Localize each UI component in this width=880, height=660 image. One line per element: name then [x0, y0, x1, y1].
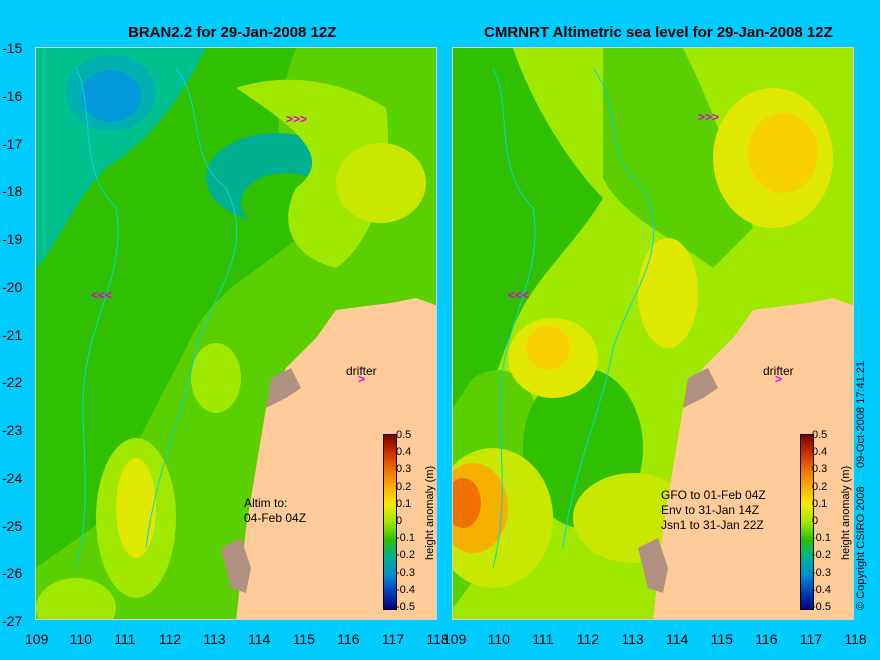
colorbar-tick-label: 0.1: [396, 497, 412, 510]
drifter-track-icon: <<<: [508, 288, 530, 302]
colorbar-title: height anomaly (m): [840, 465, 852, 560]
colorbar-tick-label: 0.4: [396, 446, 412, 459]
latitude-tick-label: -15: [2, 40, 23, 56]
colorbar-tick-label: -0.3: [396, 566, 415, 579]
colorbar-tick-label: 0.2: [396, 480, 412, 493]
drifter-arrow-icon: >: [358, 372, 366, 386]
longitude-tick-label: 110: [487, 631, 510, 647]
longitude-tick-label: 115: [292, 631, 315, 647]
colorbar-tick-label: -0.5: [812, 601, 831, 613]
left-map-field: [36, 48, 436, 619]
colorbar-tick-label: 0.4: [812, 446, 828, 459]
altimetry-note-line: Env to 31-Jan 14Z: [661, 503, 760, 517]
colorbar-tick-label: 0.3: [396, 463, 412, 476]
altimetry-note-line: Jsn1 to 31-Jan 22Z: [661, 518, 764, 532]
colorbar-tick-label: -0.5: [396, 601, 415, 613]
longitude-tick-label: 114: [248, 631, 271, 647]
latitude-tick-label: -22: [2, 374, 23, 391]
drifter-label: drifter: [763, 364, 794, 378]
colorbar: [800, 434, 814, 610]
longitude-tick-label: 114: [666, 631, 689, 647]
colorbar-tick-label: 0.1: [812, 497, 828, 510]
longitude-tick-label: 109: [443, 631, 467, 647]
latitude-tick-label: -21: [2, 326, 23, 343]
longitude-tick-label: 113: [203, 631, 226, 647]
latitude-tick-label: -24: [2, 469, 23, 486]
drifter-track-icon: >>>: [698, 110, 720, 124]
longitude-tick-label: 111: [114, 631, 136, 647]
longitude-tick-label: 111: [532, 631, 554, 647]
longitude-tick-label: 118: [844, 631, 867, 647]
timestamp-text: 09-Oct-2008 17:41:21: [855, 360, 867, 468]
latitude-tick-label: -18: [2, 183, 23, 200]
right-map-panel: drifter > >>> <<< GFO to 01-Feb 04Z Env …: [452, 47, 854, 620]
longitude-tick-label: 116: [337, 631, 360, 647]
longitude-tick-label: 117: [799, 631, 823, 647]
colorbar-tick-label: -0.4: [812, 583, 831, 596]
longitude-tick-label: 117: [381, 631, 405, 647]
latitude-tick-label: -19: [2, 231, 23, 247]
colorbar-title: height anomaly (m): [424, 465, 436, 560]
altimetry-note-line: Altim to:: [244, 496, 288, 510]
colorbar-tick-label: -0.1: [396, 532, 415, 545]
latitude-tick-label: -25: [2, 517, 23, 534]
altimetry-note-line: 04-Feb 04Z: [244, 511, 307, 525]
longitude-tick-label: 118: [426, 631, 449, 647]
latitude-tick-label: -16: [2, 87, 23, 104]
left-panel-title: BRAN2.2 for 29-Jan-2008 12Z: [128, 24, 337, 41]
longitude-tick-label: 112: [576, 631, 600, 647]
latitude-tick-label: -20: [2, 278, 23, 295]
altimetry-note: Altim to: 04-Feb 04Z: [244, 496, 306, 526]
colorbar-tick-label: 0.5: [812, 429, 828, 441]
colorbar-tick-label: -0.4: [396, 583, 415, 596]
altimetry-note: GFO to 01-Feb 04Z Env to 31-Jan 14Z Jsn1…: [661, 488, 766, 533]
colorbar-tick-label: 0: [396, 515, 403, 527]
colorbar-tick-label: -0.2: [812, 549, 831, 562]
colorbar-tick-label: 0: [812, 515, 819, 527]
copyright-text: © Copyright CSIRO 2008: [855, 486, 867, 610]
longitude-tick-label: 116: [755, 631, 778, 647]
latitude-tick-label: -17: [2, 135, 23, 152]
right-panel-title: CMRNRT Altimetric sea level for 29-Jan-2…: [484, 24, 833, 41]
left-map-panel: drifter > >>> <<< Altim to: 04-Feb 04Z: [35, 47, 437, 620]
colorbar-tick-label: 0.5: [396, 429, 412, 441]
colorbar-tick-label: -0.1: [812, 532, 831, 545]
colorbar: [383, 434, 397, 610]
colorbar-tick-label: -0.3: [812, 566, 831, 579]
longitude-tick-label: 109: [25, 631, 49, 647]
latitude-tick-label: -23: [2, 422, 23, 438]
drifter-track-icon: <<<: [91, 288, 113, 302]
longitude-tick-label: 115: [710, 631, 733, 647]
colorbar-tick-label: 0.3: [812, 463, 828, 476]
drifter-track-icon: >>>: [286, 112, 308, 126]
drifter-label: drifter: [346, 364, 377, 378]
right-map-field: [453, 48, 853, 619]
drifter-arrow-icon: >: [775, 372, 783, 386]
latitude-tick-label: -26: [2, 565, 23, 582]
longitude-tick-label: 113: [621, 631, 644, 647]
latitude-tick-label: -27: [2, 613, 23, 629]
colorbar-tick-label: -0.2: [396, 549, 415, 562]
longitude-tick-label: 110: [69, 631, 92, 647]
altimetry-note-line: GFO to 01-Feb 04Z: [661, 488, 766, 502]
longitude-tick-label: 112: [158, 631, 182, 647]
colorbar-tick-label: 0.2: [812, 480, 828, 493]
